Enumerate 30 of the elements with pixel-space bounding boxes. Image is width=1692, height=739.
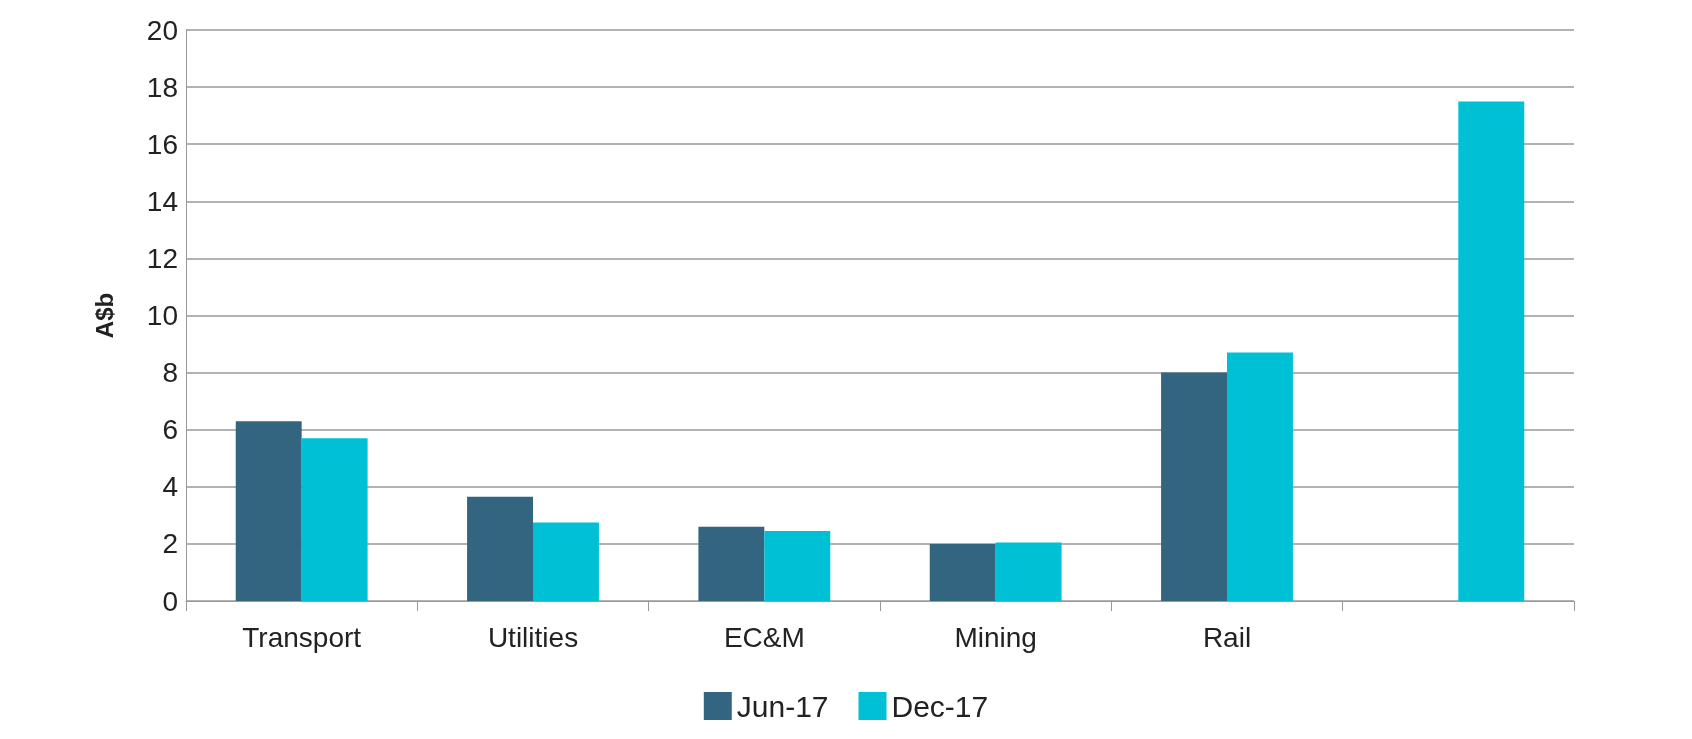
bar (995, 542, 1062, 601)
y-tick-label: 14 (146, 185, 178, 217)
y-tick-label: 10 (146, 300, 178, 331)
bar (235, 421, 302, 601)
x-tick-label: Utilities (487, 621, 579, 653)
y-tick-label: 20 (146, 14, 178, 46)
bar (698, 526, 765, 601)
bar (533, 522, 599, 601)
x-tick-label: Mining (954, 621, 1037, 653)
y-tick-label: 6 (162, 414, 178, 446)
y-tick-label: 0 (162, 585, 178, 617)
y-tick-label: 8 (162, 357, 178, 389)
y-tick-label: 12 (146, 242, 178, 274)
x-tick-label: Transport (242, 621, 362, 653)
x-tick-label: EC&M (723, 621, 805, 653)
legend-label: Jun-17 (736, 689, 829, 723)
bar (1161, 372, 1227, 601)
bar (764, 531, 831, 601)
bar (301, 438, 368, 601)
legend-label: Dec-17 (891, 689, 989, 723)
y-tick-label: 2 (162, 528, 178, 560)
bar (1227, 352, 1293, 601)
bar (1458, 101, 1525, 601)
y-axis-title: A$b (90, 292, 118, 339)
bar (467, 496, 533, 601)
bar (929, 543, 996, 601)
y-tick-label: 18 (146, 71, 178, 103)
x-tick-label: Rail (1202, 621, 1252, 653)
y-tick-label: 4 (162, 471, 178, 503)
y-tick-label: 16 (146, 128, 178, 160)
